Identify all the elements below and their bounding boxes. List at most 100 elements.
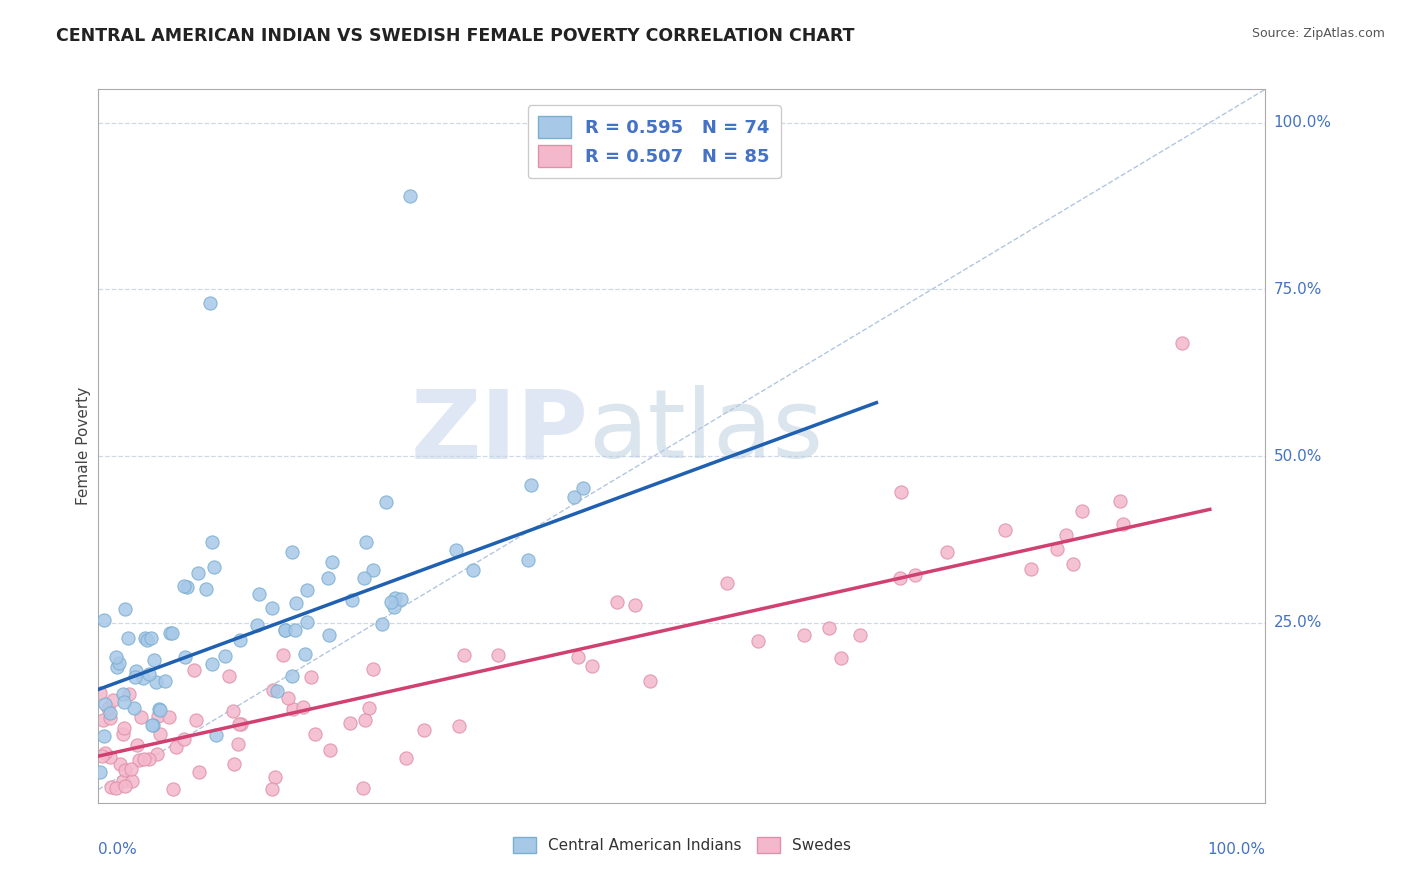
Point <box>246 618 269 632</box>
Point <box>1111 516 1133 531</box>
Point <box>274 624 297 638</box>
Point <box>121 774 143 789</box>
Point <box>138 752 160 766</box>
Point <box>274 623 297 637</box>
Point <box>277 691 299 706</box>
Point <box>321 555 343 569</box>
Point <box>1046 541 1069 556</box>
Point <box>562 490 585 504</box>
Point <box>165 739 187 754</box>
Point <box>128 753 150 767</box>
Point <box>262 782 284 797</box>
Point <box>747 634 769 648</box>
Point <box>136 633 159 648</box>
Point <box>247 587 270 601</box>
Point <box>112 695 135 709</box>
Point <box>218 669 240 683</box>
Point <box>354 713 377 727</box>
Point <box>195 582 218 596</box>
Point <box>340 592 363 607</box>
Point <box>449 719 471 733</box>
Point <box>138 667 160 681</box>
Point <box>281 668 304 682</box>
Point <box>93 613 115 627</box>
Point <box>105 660 128 674</box>
Point <box>299 670 322 684</box>
Y-axis label: Female Poverty: Female Poverty <box>76 387 91 505</box>
Point <box>389 592 412 607</box>
Point <box>295 582 318 597</box>
Point <box>380 595 402 609</box>
Point <box>638 673 661 688</box>
Point <box>581 658 603 673</box>
Point <box>284 624 307 638</box>
Point <box>281 702 304 716</box>
Text: atlas: atlas <box>589 385 824 478</box>
Point <box>201 657 224 672</box>
Point <box>890 485 912 500</box>
Point <box>183 663 205 677</box>
Point <box>176 580 198 594</box>
Legend: Central American Indians, Swedes: Central American Indians, Swedes <box>506 831 858 859</box>
Point <box>148 709 170 723</box>
Point <box>112 721 135 735</box>
Point <box>266 683 288 698</box>
Point <box>202 559 225 574</box>
Point <box>125 664 148 678</box>
Point <box>1054 528 1077 542</box>
Point <box>124 670 146 684</box>
Point <box>91 713 114 727</box>
Point <box>160 625 183 640</box>
Point <box>280 544 302 558</box>
Point <box>291 700 314 714</box>
Point <box>260 601 283 615</box>
Point <box>375 495 398 509</box>
Point <box>384 591 406 605</box>
Point <box>520 478 543 492</box>
Point <box>98 711 121 725</box>
Point <box>120 762 142 776</box>
Point <box>148 702 170 716</box>
Point <box>129 710 152 724</box>
Point <box>319 743 342 757</box>
Point <box>339 715 361 730</box>
Point <box>186 713 208 727</box>
Point <box>413 723 436 738</box>
Point <box>849 628 872 642</box>
Point <box>273 648 295 663</box>
Point <box>157 709 180 723</box>
Point <box>363 663 385 677</box>
Text: 75.0%: 75.0% <box>1274 282 1322 297</box>
Point <box>201 535 224 549</box>
Point <box>149 726 172 740</box>
Text: Source: ZipAtlas.com: Source: ZipAtlas.com <box>1251 27 1385 40</box>
Point <box>889 570 911 584</box>
Point <box>830 651 852 665</box>
Point <box>93 746 115 760</box>
Point <box>139 632 162 646</box>
Point <box>624 598 647 612</box>
Point <box>134 752 156 766</box>
Point <box>122 701 145 715</box>
Text: 50.0%: 50.0% <box>1274 449 1322 464</box>
Point <box>114 779 136 793</box>
Point <box>453 648 475 663</box>
Point <box>716 576 738 591</box>
Point <box>398 189 420 203</box>
Point <box>93 698 115 712</box>
Point <box>89 764 111 779</box>
Point <box>285 595 308 609</box>
Point <box>1171 335 1194 350</box>
Point <box>143 653 166 667</box>
Point <box>567 650 589 665</box>
Point <box>461 563 484 577</box>
Text: 25.0%: 25.0% <box>1274 615 1322 631</box>
Point <box>1062 557 1084 571</box>
Point <box>100 780 122 794</box>
Point <box>149 703 172 717</box>
Point <box>354 534 377 549</box>
Point <box>98 749 121 764</box>
Point <box>141 717 163 731</box>
Point <box>395 750 418 764</box>
Point <box>817 621 839 635</box>
